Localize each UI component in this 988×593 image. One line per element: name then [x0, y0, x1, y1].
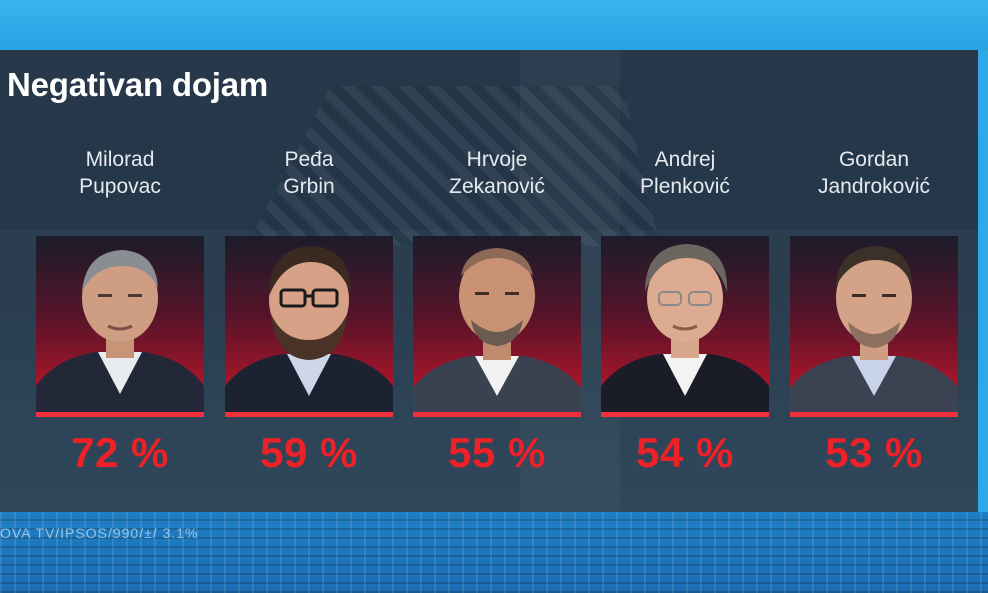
candidate-first-name: Andrej	[654, 148, 716, 171]
negative-percentage: 72 %	[71, 429, 169, 476]
candidate-first-name: Gordan	[838, 148, 910, 171]
candidate-last-name: Plenković	[640, 175, 730, 198]
results-panel: Negativan dojam Milorad Pupovac 72 % Peđ…	[0, 50, 978, 512]
candidate-photo	[601, 236, 769, 417]
candidate-card: Hrvoje Zekanović 55 %	[413, 146, 581, 477]
candidate-card: Peđa Grbin 59 %	[225, 146, 393, 477]
candidate-photo	[413, 236, 581, 417]
negative-percentage: 55 %	[448, 429, 546, 476]
candidate-name: Peđa Grbin	[225, 146, 393, 206]
candidate-name: Gordan Jandroković	[790, 146, 958, 206]
floor-background	[0, 512, 988, 593]
candidate-photo	[36, 236, 204, 417]
negative-percentage: 53 %	[825, 429, 923, 476]
page-title: Negativan dojam	[7, 66, 269, 103]
candidate-last-name: Zekanović	[449, 175, 545, 198]
candidate-name: Hrvoje Zekanović	[413, 146, 581, 206]
candidate-last-name: Jandroković	[817, 175, 931, 198]
candidate-first-name: Hrvoje	[466, 148, 528, 171]
candidate-photo	[225, 236, 393, 417]
candidate-card: Gordan Jandroković 53 %	[790, 146, 958, 477]
candidate-photo	[790, 236, 958, 417]
candidate-last-name: Pupovac	[79, 175, 161, 198]
candidate-name: Andrej Plenković	[601, 146, 769, 206]
negative-percentage: 54 %	[636, 429, 734, 476]
candidate-card: Andrej Plenković 54 %	[601, 146, 769, 477]
candidate-name: Milorad Pupovac	[36, 146, 204, 206]
candidate-first-name: Peđa	[284, 148, 334, 171]
source-caption: OVA TV/IPSOS/990/±/ 3.1%	[0, 525, 199, 541]
candidate-card: Milorad Pupovac 72 %	[36, 146, 204, 477]
sky-background	[0, 0, 988, 50]
candidate-last-name: Grbin	[283, 175, 335, 198]
negative-percentage: 59 %	[260, 429, 358, 476]
candidate-first-name: Milorad	[85, 148, 155, 171]
